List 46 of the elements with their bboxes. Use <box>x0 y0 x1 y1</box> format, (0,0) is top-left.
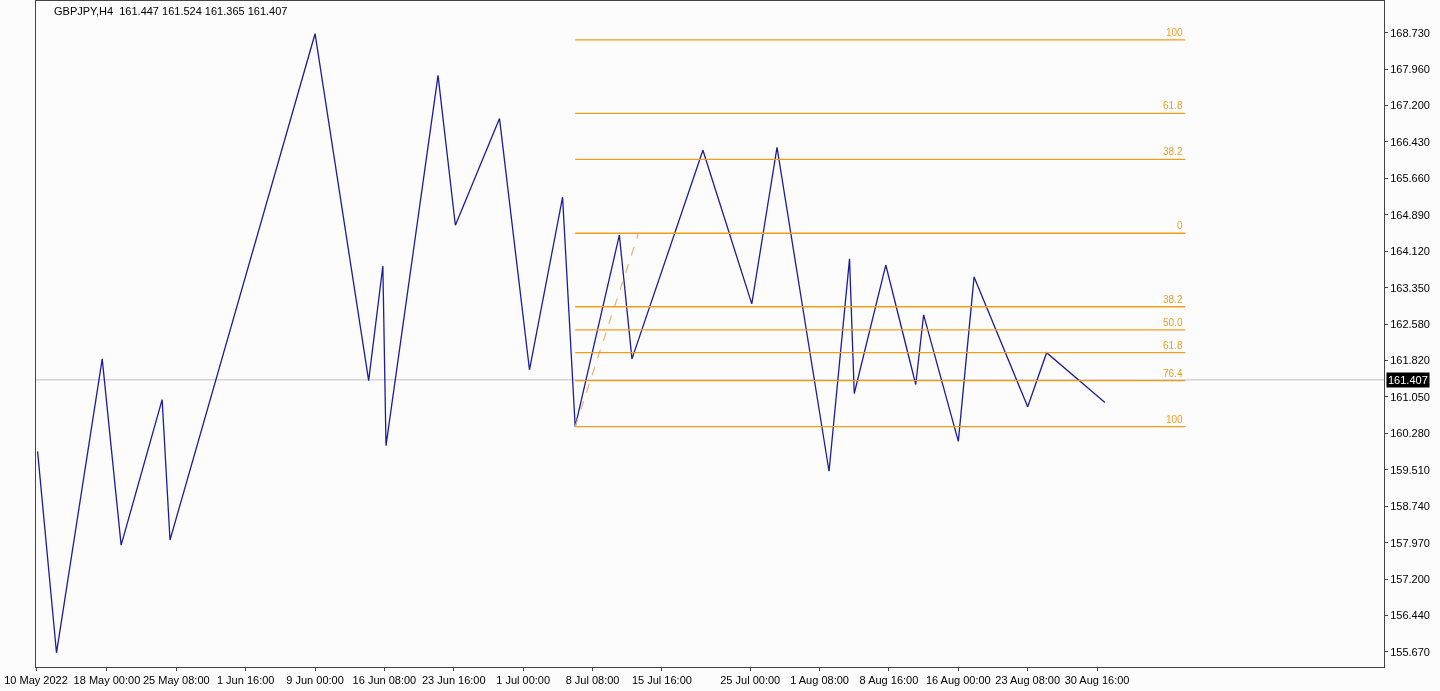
chart-title: GBPJPY,H4 161.447 161.524 161.365 161.407 <box>54 5 288 17</box>
series-label: 38.2 <box>1163 146 1183 157</box>
x-tick-label: 8 Aug 16:00 <box>859 674 919 687</box>
x-tick-label: 9 Jun 00:00 <box>286 674 344 687</box>
y-tick-label: 161.050 <box>1390 390 1430 403</box>
x-tick-label: 10 May 2022 <box>4 674 68 687</box>
y-tick-label: 163.350 <box>1390 281 1430 294</box>
series-label: 100 <box>1166 27 1184 38</box>
line-series <box>36 33 1106 654</box>
x-tick-label: 1 Aug 08:00 <box>790 674 849 687</box>
y-tick-label: 158.740 <box>1390 500 1430 513</box>
y-tick-label: 165.660 <box>1390 172 1430 185</box>
x-tick-label: 16 Jun 08:00 <box>352 674 417 687</box>
y-tick-label: 156.440 <box>1390 609 1430 622</box>
x-tick-label: 23 Jun 16:00 <box>421 674 486 687</box>
y-tick-label: 164.890 <box>1390 208 1430 221</box>
series-label: 38.2 <box>1163 294 1183 305</box>
series-label: 100 <box>1166 414 1184 425</box>
x-tick-label: 16 Aug 00:00 <box>925 674 991 687</box>
series-label: 61.8 <box>1163 100 1183 111</box>
y-tick-label: 167.960 <box>1390 63 1430 76</box>
y-tick-label: 161.820 <box>1390 354 1430 367</box>
x-tick-label: 1 Jun 16:00 <box>216 674 275 687</box>
x-tick-label: 25 May 08:00 <box>142 674 210 687</box>
x-tick-label: 18 May 00:00 <box>73 674 141 687</box>
series-label: 50.0 <box>1163 317 1183 328</box>
y-tick-label: 155.670 <box>1390 645 1430 658</box>
y-tick-label: 159.510 <box>1390 463 1430 476</box>
x-tick-label: 1 Jul 00:00 <box>496 674 551 687</box>
x-tick-label: 23 Aug 08:00 <box>995 674 1061 687</box>
x-tick-label: 25 Jul 00:00 <box>720 674 781 687</box>
series-label: 76.4 <box>1163 368 1183 379</box>
series-label: 0 <box>1177 220 1183 231</box>
y-tick-label: 166.430 <box>1390 135 1430 148</box>
y-tick-label: 157.970 <box>1390 536 1430 549</box>
y-tick-label: 167.200 <box>1390 99 1430 112</box>
ref-line-label: 161.407 <box>1388 374 1428 386</box>
y-tick-label: 168.730 <box>1390 26 1430 39</box>
y-tick-label: 157.200 <box>1390 573 1430 586</box>
y-tick-label: 164.120 <box>1390 245 1430 258</box>
y-tick-label: 160.280 <box>1390 427 1430 440</box>
series-label: 61.8 <box>1163 340 1183 351</box>
x-tick-label: 30 Aug 16:00 <box>1064 674 1130 687</box>
x-tick-label: 15 Jul 16:00 <box>631 674 692 687</box>
y-tick-label: 162.580 <box>1390 318 1430 331</box>
x-tick-label: 8 Jul 08:00 <box>565 674 620 687</box>
